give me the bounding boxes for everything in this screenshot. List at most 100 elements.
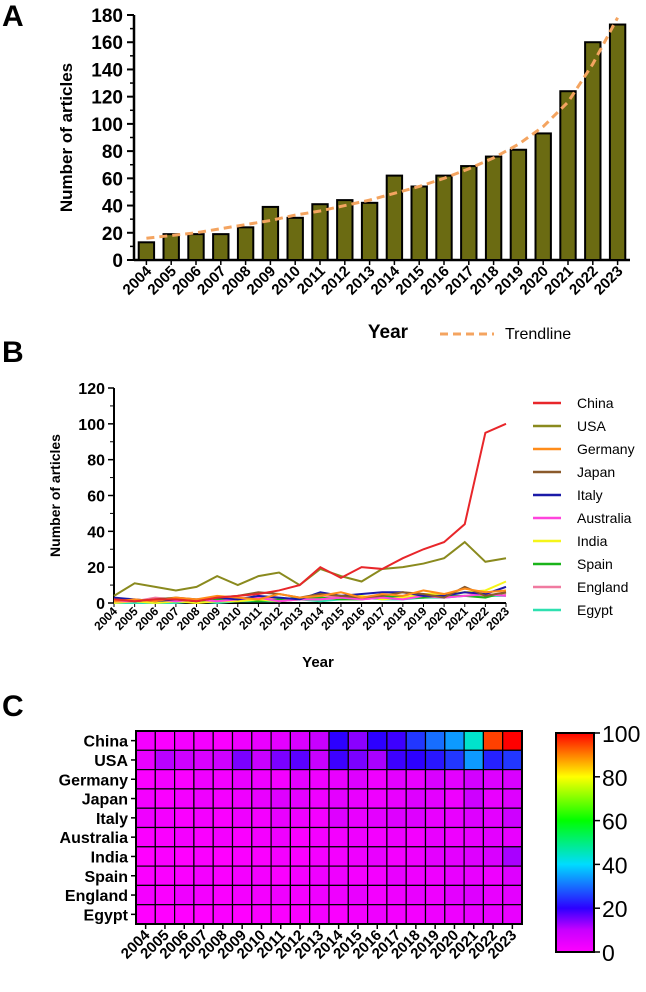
panel-b-legend-label: England [577,579,628,595]
panel-c-heatmap-cell [482,807,504,829]
panel-c-heatmap-cell [424,749,446,771]
panel-c-heatmap-cell [405,846,427,867]
panel-c-heatmap-cell [463,884,485,906]
panel-c-heatmap-cell [386,807,407,829]
panel-c-heatmap-cell [154,730,176,751]
panel-c-row-label: Italy [96,811,128,828]
panel-c-row-label: England [65,888,128,905]
panel-c-heatmap-cell [135,904,156,925]
panel-c-heatmap-cell [444,865,465,886]
panel-b-legend-label: China [577,395,614,411]
panel-b-y-axis-title: Number of articles [47,434,63,557]
panel-c-heatmap-cell [251,788,272,809]
panel-c-heatmap-cell [231,807,253,829]
panel-c-heatmap-cell [367,768,388,790]
panel-c-heatmap-cell [367,904,388,925]
panel-c-heatmap-cell [444,884,465,906]
panel-c-heatmap-cell [405,788,427,809]
panel-c-colorbar-tick-label: 40 [602,852,628,878]
panel-c-heatmap-cell [347,749,369,771]
panel-c-heatmap-cell [212,788,234,809]
panel-c-heatmap-cell [367,730,388,751]
panel-c-heatmap-cell [482,768,504,790]
panel-c-heatmap-cell [482,865,504,886]
panel-c-heatmap-cell [444,730,465,751]
panel-c-heatmap-cell [463,826,485,848]
panel-c-heatmap-cell [328,826,349,848]
panel-c-heatmap-cell [328,865,349,886]
panel-c-heatmap-cell [328,730,349,751]
panel-c-heatmap-cell [289,768,311,790]
panel-c-heatmap-cell [231,788,253,809]
panel-c-heatmap-cell [231,749,253,771]
panel-c-heatmap-cell [328,749,349,771]
panel-c-heatmap-cell [212,749,234,771]
panel-c-heatmap-cell [289,807,311,829]
panel-c-heatmap-cell [502,865,523,886]
panel-c-heatmap-cell [405,865,427,886]
panel-c-colorbar-tick-label: 20 [602,896,628,922]
panel-c-heatmap-cell [463,904,485,925]
panel-c-heatmap-cell [154,846,176,867]
panel-c-heatmap-cell [405,826,427,848]
panel-a-y-tick-label: 60 [102,169,123,190]
panel-c-heatmap-cell [251,904,272,925]
panel-b-series-line-germany [113,587,507,603]
panel-c-heatmap-cell [347,730,369,751]
panel-c-heatmap-cell [424,730,446,751]
panel-a-y-tick-label: 120 [91,88,123,109]
panel-c-row-label: India [91,849,128,866]
panel-c-heatmap-cell [328,768,349,790]
panel-c-heatmap-cell [309,788,330,809]
panel-c-heatmap-cell [174,904,195,925]
panel-c-heatmap-cell [328,884,349,906]
panel-c-heatmap-cell [405,749,427,771]
panel-c-heatmap-cell [251,865,272,886]
panel-c-heatmap-cell [289,865,311,886]
panel-a-bar [460,165,478,261]
panel-c-heatmap-cell [424,768,446,790]
panel-c-heatmap-cell [231,730,253,751]
panel-a-y-tick-label: 180 [91,6,123,27]
panel-c-heatmap-cell [270,768,292,790]
panel-c-heatmap-cell [386,730,407,751]
panel-c-heatmap-cell [289,788,311,809]
panel-c-heatmap-cell [405,904,427,925]
panel-b-y-tick-label: 20 [87,560,105,577]
panel-c-heatmap-cell [424,807,446,829]
panel-c-colorbar-tick-label: 0 [602,940,615,966]
panel-c-heatmap-cell [289,846,311,867]
panel-c-heatmap-cell [289,826,311,848]
panel-a-bar [212,233,230,261]
panel-c-heatmap-cell [135,865,156,886]
panel-c-heatmap-cell [328,846,349,867]
panel-c-heatmap-cell [270,749,292,771]
panel-c-row-label: Australia [60,830,129,847]
panel-c-heatmap-cell [270,884,292,906]
panel-label-a: A [2,0,24,33]
panel-b-series-line-usa [113,540,507,597]
panel-c-heatmap-cell [386,826,407,848]
panel-c-heatmap-cell [212,846,234,867]
panel-a-x-axis-title: Year [368,322,409,343]
panel-c-heatmap-cell [174,807,195,829]
panel-c-heatmap-cell [231,904,253,925]
panel-b-y-tick-label: 100 [78,417,105,434]
panel-c-heatmap-cell [231,865,253,886]
panel-c-heatmap-cell [231,884,253,906]
panel-c-heatmap-cell [251,826,272,848]
panel-c-heatmap-cell [328,788,349,809]
panel-c-heatmap-cell [251,884,272,906]
panel-c-heatmap-cell [405,768,427,790]
panel-c-heatmap-cell [135,884,156,906]
panel-c-heatmap-cell [193,846,214,867]
panel-c-heatmap-cell [502,730,523,751]
panel-c-heatmap-cell [154,904,176,925]
panel-a-bar [286,216,304,261]
panel-c-heatmap-cell [347,904,369,925]
panel-c-heatmap-cell [502,768,523,790]
panel-c-heatmap-cell [193,826,214,848]
panel-b-legend-label: India [577,533,608,549]
panel-a-x-tick-label: 2023 [591,263,627,299]
